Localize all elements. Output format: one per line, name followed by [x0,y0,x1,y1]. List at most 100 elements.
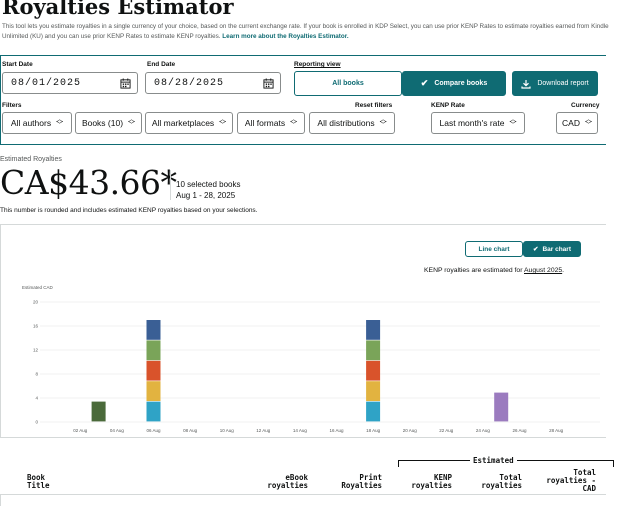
currency-value: CAD [562,118,580,128]
x-tick-label: 06 Aug [146,428,161,433]
bar-segment[interactable] [366,320,381,340]
compare-books-button[interactable]: ✔ Compare books [402,71,506,96]
x-tick-label: 08 Aug [183,428,198,433]
col-header-kenp[interactable]: KENP royalties [404,474,452,490]
header-total-1: Total [499,473,522,482]
authors-select[interactable]: All authors ︿ ﹀ [2,112,72,134]
rounding-note: This number is rounded and includes esti… [0,207,258,214]
line-chart-button[interactable]: Line chart [465,241,523,257]
bar-segment[interactable] [366,340,381,361]
x-tick-label: 02 Aug [73,428,88,433]
download-label: Download report [537,80,589,87]
header-print-1: Print [359,473,382,482]
summary-divider [170,170,171,200]
controls-panel [0,55,606,145]
header-title: Title [27,481,50,490]
books-value: Books (10) [81,118,124,128]
col-header-print[interactable]: Print Royalties [334,474,382,490]
col-header-book-title[interactable]: Book Title [27,474,50,490]
filters-label: Filters [2,102,22,109]
bar-segment[interactable] [91,401,106,422]
selected-books-count: 10 selected books [176,180,241,189]
distributions-select[interactable]: All distributions ︿ ﹀ [309,112,395,134]
calendar-icon[interactable] [263,77,274,89]
y-tick-label: 12 [33,348,39,353]
header-kenp-1: KENP [433,473,452,482]
chevron-updown-icon: ︿ ﹀ [128,116,136,129]
bar-segment[interactable] [366,401,381,422]
formats-select[interactable]: All formats ︿ ﹀ [237,112,305,134]
x-tick-label: 26 Aug [512,428,527,433]
start-date-input[interactable]: 08/01/2025 [2,72,138,94]
bar-segment[interactable] [146,340,161,361]
x-tick-label: 28 Aug [549,428,564,433]
intro-text: This tool lets you estimate royalties in… [2,22,614,42]
checkmark-icon: ✔ [420,78,429,88]
compare-books-label: Compare books [434,80,488,87]
books-select[interactable]: Books (10) ︿ ﹀ [75,112,142,134]
chevron-updown-icon: ︿ ﹀ [379,116,387,129]
distributions-value: All distributions [317,118,375,128]
estimated-header: Estimated [470,456,517,465]
y-tick-label: 16 [33,324,39,329]
x-tick-label: 24 Aug [476,428,491,433]
line-chart-label: Line chart [478,245,510,253]
end-date-label: End Date [147,61,176,68]
chevron-updown-icon: ︿ ﹀ [509,116,517,129]
kenp-note-period: . [562,267,565,274]
header-print-2: Royalties [341,481,382,490]
header-kenp-2: royalties [411,481,452,490]
intro-body: This tool lets you estimate royalties in… [2,23,609,40]
currency-select[interactable]: CAD ︿ ﹀ [556,112,598,134]
bar-segment[interactable] [146,401,161,422]
summary-details: 10 selected books Aug 1 - 28, 2025 [176,179,241,201]
download-report-button[interactable]: Download report [512,71,598,96]
marketplaces-value: All marketplaces [151,118,215,128]
kenp-rate-select[interactable]: Last month's rate ︿ ﹀ [431,112,525,134]
chevron-updown-icon: ︿ ﹀ [584,116,592,129]
kenp-month-link[interactable]: August 2025 [524,267,563,274]
calendar-icon[interactable] [120,77,131,89]
learn-more-link[interactable]: Learn more about the Royalties Estimator… [222,33,349,40]
header-totalcad-2: royalties - [546,476,596,485]
royalties-bar-chart: Estimated CAD 0 4 8 12 16 20 02 Aug 04 Aug 06 Au… [22,285,600,433]
col-header-total-cad[interactable]: Total royalties - CAD [544,469,596,493]
x-tick-label: 04 Aug [110,428,125,433]
bar-segment[interactable] [366,381,381,401]
estimated-royalties-amount: CA$43.66* [0,163,177,202]
all-books-button[interactable]: All books [294,71,402,96]
bar-chart-button[interactable]: ✔ Bar chart [523,241,581,257]
reporting-view-label: Reporting view [294,61,341,68]
y-tick-label: 4 [35,396,38,401]
header-total-2: royalties [481,481,522,490]
selected-date-range: Aug 1 - 28, 2025 [176,191,236,200]
authors-value: All authors [10,118,52,128]
kenp-note-text: KENP royalties are estimated for [424,267,523,274]
header-book: Book [27,473,46,482]
bar-chart-label: Bar chart [542,245,571,253]
chevron-updown-icon: ︿ ﹀ [56,116,64,129]
bar-segment[interactable] [146,381,161,401]
bar-segment[interactable] [146,320,161,340]
chevron-updown-icon: ︿ ﹀ [219,116,227,129]
marketplaces-select[interactable]: All marketplaces ︿ ﹀ [145,112,233,134]
bar-segment[interactable] [494,392,509,422]
formats-value: All formats [244,118,286,128]
header-totalcad-1: Total [573,468,596,477]
col-header-ebook[interactable]: eBook royalties [262,474,308,490]
col-header-total[interactable]: Total royalties [474,474,522,490]
bar-segment[interactable] [146,360,161,381]
kenp-rate-label: KENP Rate [431,102,465,109]
currency-label: Currency [571,102,600,109]
reset-filters-link[interactable]: Reset filters [355,102,393,109]
header-ebook-1: eBook [285,473,308,482]
bar-segment[interactable] [366,360,381,381]
x-tick-label: 18 Aug [366,428,381,433]
x-tick-label: 10 Aug [220,428,235,433]
y-tick-label: 20 [33,300,39,305]
header-totalcad-3: CAD [582,484,596,493]
end-date-input[interactable]: 08/28/2025 [145,72,281,94]
estimated-royalties-label: Estimated Royalties [0,156,62,163]
download-icon [521,79,531,89]
start-date-value: 08/01/2025 [11,77,82,89]
